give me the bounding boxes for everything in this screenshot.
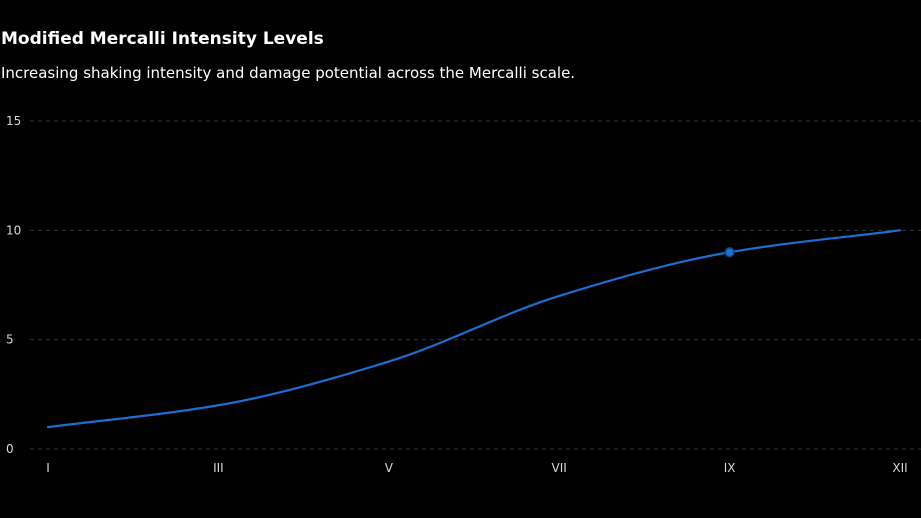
- x-tick-label-III: III: [213, 461, 224, 475]
- y-tick-label-15: 15: [6, 114, 21, 128]
- y-tick-label-0: 0: [6, 442, 14, 456]
- series-line: [46, 229, 902, 429]
- x-tick-label-IX: IX: [724, 461, 736, 475]
- highlighted-point-marker: [724, 246, 735, 258]
- chart-title: Modified Mercalli Intensity Levels: [1, 29, 324, 49]
- y-tick-label-10: 10: [6, 223, 21, 237]
- x-tick-label-VII: VII: [552, 461, 567, 475]
- x-tick-label-V: V: [385, 461, 394, 475]
- chart-subtitle: Increasing shaking intensity and damage …: [1, 64, 576, 82]
- x-tick-label-I: I: [46, 461, 50, 475]
- x-tick-label-XII: XII: [892, 461, 907, 475]
- y-tick-label-5: 5: [6, 333, 14, 347]
